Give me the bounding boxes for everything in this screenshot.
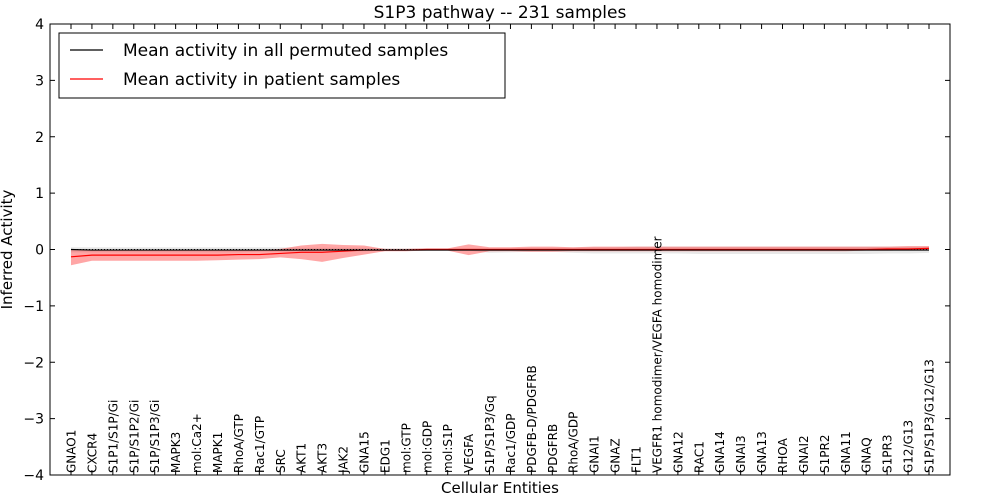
x-tick-label: RhoA/GDP [567,412,581,473]
legend-box [58,32,506,99]
y-tick-label: −3 [23,412,44,428]
x-tick-label: S1P1/S1P/Gi [106,400,120,473]
y-tick-label: 4 [35,17,44,33]
y-tick-label: −2 [23,355,44,371]
x-tick-label: GNA11 [839,431,853,473]
x-tick-label: GNAZ [609,438,623,473]
x-tick-label: CXCR4 [85,433,99,473]
x-tick-label: GNA12 [671,431,685,473]
x-tick-label: RhoA/GTP [232,414,246,473]
y-tick-label: 3 [35,73,44,89]
legend: Mean activity in all permuted samples Me… [58,32,506,99]
series-line-permuted [70,248,929,251]
x-tick-label: GNAI3 [734,435,748,473]
chart-title: S1P3 pathway -- 231 samples [374,3,627,23]
x-tick-label: FLT1 [630,446,644,473]
x-tick-label: mol:Ca2+ [190,413,204,473]
x-tick-label: S1P/S1P2/Gi [127,400,141,473]
x-tick-label: GNA15 [357,431,371,473]
x-tick-label: JAK2 [337,446,351,474]
x-tick-label: AKT3 [316,443,330,473]
legend-label-patient: Mean activity in patient samples [123,70,400,90]
legend-label-permuted: Mean activity in all permuted samples [123,41,448,61]
x-tick-label: AKT1 [295,443,309,473]
y-tick-label: 2 [35,130,44,146]
x-tick-label: EDG1 [378,439,392,473]
x-tick-label: GNAO1 [65,430,79,473]
x-tick-label: RAC1 [692,441,706,473]
x-tick-label: GNAI2 [797,435,811,473]
x-tick-label: mol:GDP [420,421,434,473]
x-tick-label: Rac1/GTP [253,416,267,473]
x-tick-label: S1P/S1P3/G12/G13 [923,359,937,473]
x-tick-label: VEGFA [462,433,476,473]
x-tick-label: mol:GTP [399,423,413,473]
x-tick-label: mol:S1P [441,424,455,473]
x-tick-label: Rac1/GDP [504,414,518,473]
y-tick-label: 0 [35,243,44,259]
x-tick-label: S1P/S1P3/Gi [148,400,162,473]
x-tick-label: GNAQ [860,437,874,473]
x-tick-label: PDGFB-D/PDGFRB [525,365,539,473]
y-axis-label: Inferred Activity [0,189,16,309]
x-tick-label: GNA13 [755,431,769,473]
x-tick-label: S1P/S1P3/Gq [483,395,497,473]
x-tick-label: GNAI1 [588,435,602,473]
x-axis-label: Cellular Entities [441,479,559,497]
x-tick-label: MAPK3 [169,432,183,473]
x-tick-label: GNA14 [713,431,727,473]
x-tick-label: S1PR2 [818,435,832,473]
series-lines [70,247,930,258]
x-tick-label: PDGFRB [546,424,560,473]
y-tick-label: −4 [23,468,44,484]
x-tick-label: MAPK1 [211,432,225,473]
y-tick-label: 1 [35,186,44,202]
y-tick-label: −1 [23,299,44,315]
x-axis: GNAO1 CXCR4 S1P1/S1P/Gi S1P/S1P2/Gi S1P/S1P3… [65,24,937,475]
x-tick-label: VEGFR1 homodimer/VEGFA homodimer [650,236,664,473]
x-tick-label: SRC [274,449,288,473]
x-tick-label: G12/G13 [902,420,916,473]
y-axis: −4 −3 −2 −1 0 1 2 3 4 [23,17,950,484]
x-tick-label: RHOA [776,437,790,473]
x-tick-label: S1PR3 [881,435,895,473]
